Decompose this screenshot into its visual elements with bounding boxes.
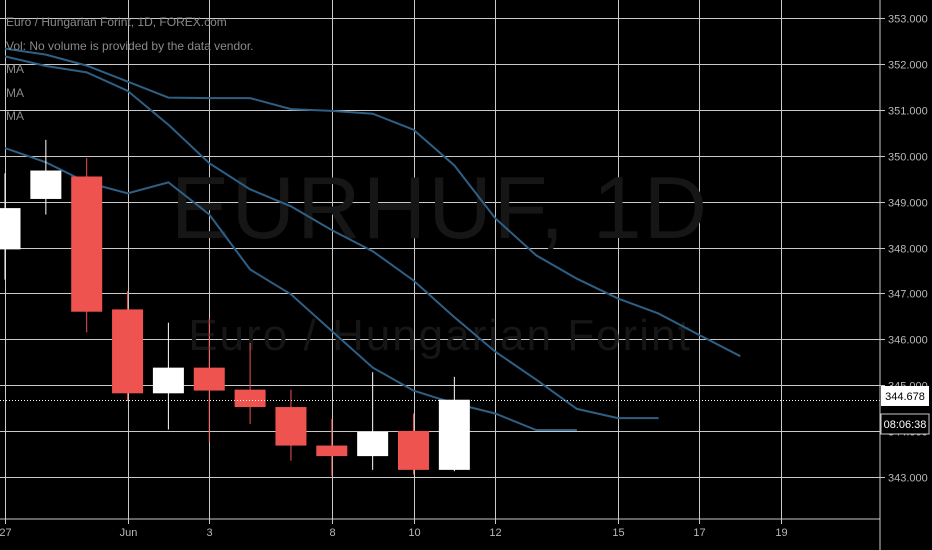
grid-lines bbox=[0, 0, 880, 519]
candle-body bbox=[30, 170, 62, 199]
time-tick-label: Jun bbox=[120, 527, 138, 539]
last-price-value: 344.678 bbox=[885, 391, 925, 403]
candle-up bbox=[152, 322, 184, 430]
candle-body bbox=[357, 431, 389, 457]
price-tick-label: 351.000 bbox=[888, 106, 928, 118]
legend-volume[interactable]: Vol: No volume is provided by the data v… bbox=[6, 38, 254, 53]
candle-body bbox=[438, 399, 470, 470]
countdown-label: 08:06:38 bbox=[880, 413, 930, 435]
price-tick-label: 352.000 bbox=[888, 60, 928, 72]
symbol-watermark: EURHUF, 1D Euro / Hungarian Forint bbox=[171, 158, 709, 360]
price-tick-label: 346.000 bbox=[888, 335, 928, 347]
candle-up bbox=[30, 139, 62, 215]
candle-body bbox=[398, 430, 429, 470]
candle-down bbox=[275, 389, 307, 461]
candle-up bbox=[357, 372, 389, 470]
price-tick-label: 348.000 bbox=[888, 244, 928, 256]
ma-line-2 bbox=[4, 55, 659, 420]
legend-ma-1[interactable]: MA bbox=[6, 62, 24, 76]
price-tick-label: 353.000 bbox=[888, 14, 928, 26]
candle-body bbox=[0, 208, 21, 250]
legend-ma-3[interactable]: MA bbox=[6, 109, 24, 123]
last-price-label-background bbox=[881, 386, 929, 406]
candle-body bbox=[234, 389, 266, 408]
candle-down bbox=[234, 342, 266, 425]
price-tick-label: 349.000 bbox=[888, 198, 928, 210]
candle-body bbox=[152, 367, 184, 394]
legend-symbol-title[interactable]: Euro / Hungarian Forint, 1D, FOREX.com bbox=[6, 15, 227, 29]
time-tick-label: 17 bbox=[693, 527, 705, 539]
time-tick-label: 27 bbox=[0, 527, 12, 539]
time-tick-label: 10 bbox=[408, 527, 420, 539]
last-price-label: 344.678 bbox=[881, 386, 929, 406]
price-tick-label: 343.000 bbox=[888, 473, 928, 485]
candle-up bbox=[438, 376, 470, 472]
bar-close-countdown: 08:06:38 bbox=[884, 419, 927, 431]
price-axis[interactable]: 343.000344.000345.000346.000347.000348.0… bbox=[880, 14, 928, 485]
time-tick-label: 8 bbox=[329, 527, 335, 539]
time-tick-label: 15 bbox=[612, 527, 624, 539]
time-tick-label: 12 bbox=[489, 527, 501, 539]
time-tick-label: 19 bbox=[775, 527, 787, 539]
candle-body bbox=[193, 367, 225, 391]
countdown-label-background bbox=[880, 413, 930, 435]
candle-down bbox=[316, 418, 348, 476]
candle-body bbox=[112, 309, 144, 394]
candle-down bbox=[398, 413, 429, 475]
chart-legend: Euro / Hungarian Forint, 1D, FOREX.com V… bbox=[6, 11, 253, 129]
candle-down bbox=[71, 158, 103, 333]
candlesticks bbox=[0, 139, 470, 476]
legend-ma-2[interactable]: MA bbox=[6, 85, 24, 100]
candle-up bbox=[0, 173, 21, 280]
time-tick-label: 3 bbox=[206, 527, 212, 539]
candle-down bbox=[112, 291, 144, 402]
watermark-ticker: EURHUF, 1D bbox=[171, 158, 709, 257]
price-tick-label: 350.000 bbox=[888, 152, 928, 164]
candle-body bbox=[275, 407, 307, 446]
watermark-description: Euro / Hungarian Forint bbox=[188, 311, 691, 360]
time-axis[interactable]: 27 Jun 3 8 10 12 15 17 19 bbox=[0, 519, 788, 539]
ma-line-3 bbox=[4, 47, 741, 358]
candle-body bbox=[316, 445, 348, 457]
candle-down bbox=[193, 318, 225, 443]
candle-body bbox=[71, 176, 103, 312]
price-tick-label: 347.000 bbox=[888, 289, 928, 301]
